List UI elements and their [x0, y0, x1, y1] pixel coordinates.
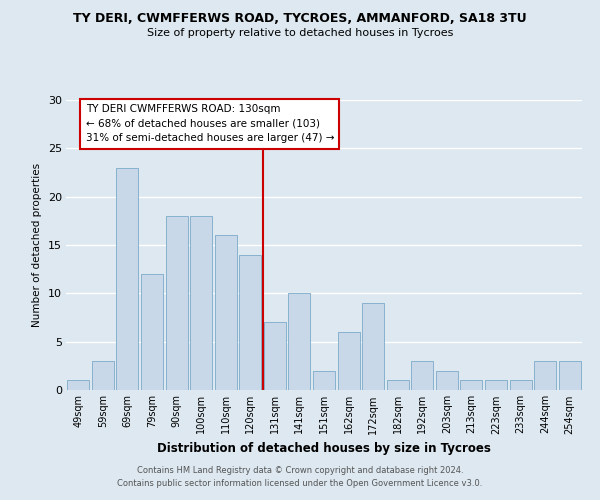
- Bar: [264, 322, 286, 390]
- X-axis label: Distribution of detached houses by size in Tycroes: Distribution of detached houses by size …: [157, 442, 491, 455]
- Bar: [289, 294, 310, 390]
- Text: Contains HM Land Registry data © Crown copyright and database right 2024.
Contai: Contains HM Land Registry data © Crown c…: [118, 466, 482, 487]
- Bar: [485, 380, 507, 390]
- Bar: [239, 254, 262, 390]
- Bar: [313, 370, 335, 390]
- Bar: [559, 361, 581, 390]
- Bar: [338, 332, 359, 390]
- Bar: [411, 361, 433, 390]
- Text: TY DERI, CWMFFERWS ROAD, TYCROES, AMMANFORD, SA18 3TU: TY DERI, CWMFFERWS ROAD, TYCROES, AMMANF…: [73, 12, 527, 26]
- Bar: [362, 303, 384, 390]
- Bar: [116, 168, 139, 390]
- Bar: [166, 216, 188, 390]
- Bar: [436, 370, 458, 390]
- Y-axis label: Number of detached properties: Number of detached properties: [32, 163, 42, 327]
- Text: TY DERI CWMFFERWS ROAD: 130sqm
← 68% of detached houses are smaller (103)
31% of: TY DERI CWMFFERWS ROAD: 130sqm ← 68% of …: [86, 104, 334, 144]
- Bar: [460, 380, 482, 390]
- Bar: [509, 380, 532, 390]
- Bar: [386, 380, 409, 390]
- Bar: [190, 216, 212, 390]
- Bar: [67, 380, 89, 390]
- Bar: [92, 361, 114, 390]
- Text: Size of property relative to detached houses in Tycroes: Size of property relative to detached ho…: [147, 28, 453, 38]
- Bar: [534, 361, 556, 390]
- Bar: [215, 236, 237, 390]
- Bar: [141, 274, 163, 390]
